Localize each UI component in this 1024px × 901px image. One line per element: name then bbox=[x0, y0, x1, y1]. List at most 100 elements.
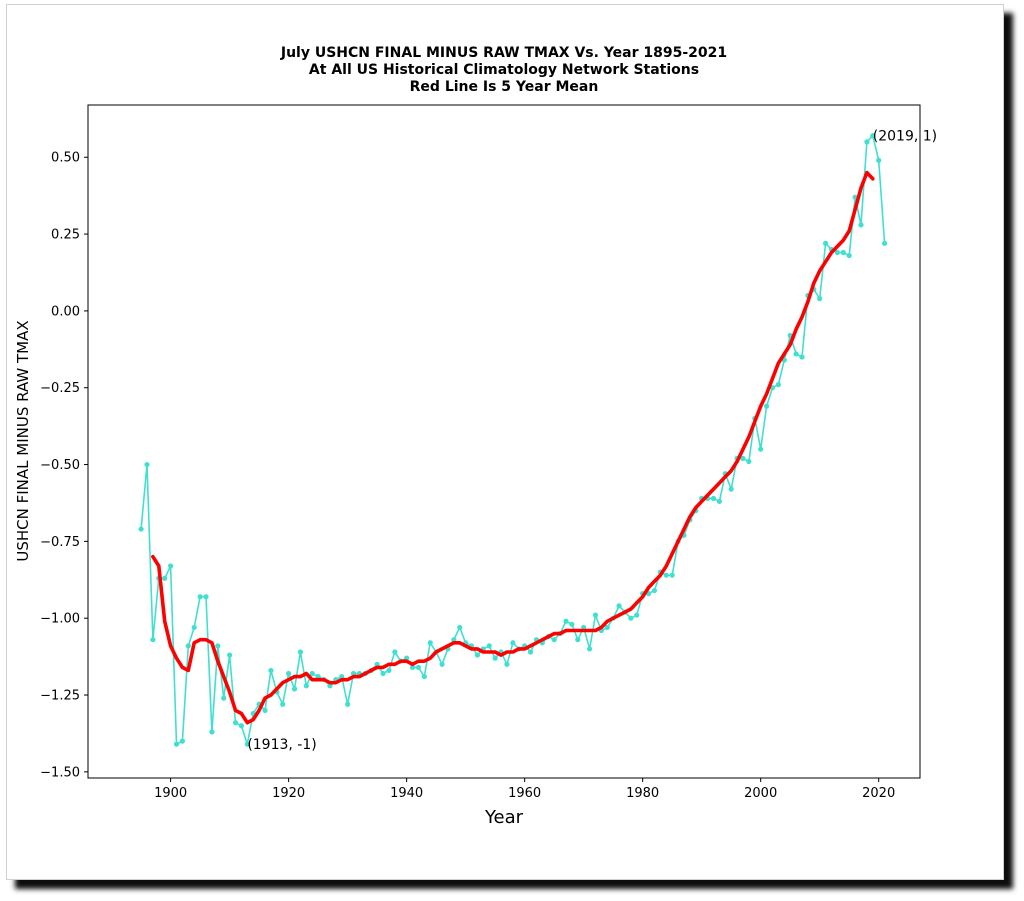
annual-point bbox=[150, 637, 156, 643]
annual-point bbox=[268, 667, 274, 674]
annual-point bbox=[628, 615, 634, 621]
annual-point bbox=[604, 624, 610, 631]
mean-line bbox=[151, 170, 875, 725]
figure-frame bbox=[6, 4, 1004, 880]
chart-title-line-3: Red Line Is 5 Year Mean bbox=[410, 79, 599, 95]
annual-point bbox=[592, 612, 599, 618]
series-5-year-mean bbox=[151, 170, 875, 725]
annual-point bbox=[427, 640, 433, 646]
annual-point bbox=[457, 624, 463, 631]
chart-title-line-1: July USHCN FINAL MINUS RAW TMAX Vs. Year… bbox=[280, 45, 727, 61]
annual-point bbox=[327, 683, 333, 689]
annual-point bbox=[881, 240, 888, 246]
annual-point bbox=[563, 618, 569, 624]
annual-point bbox=[763, 403, 770, 409]
annotation-label: (1913, -1) bbox=[247, 737, 316, 753]
annual-point bbox=[728, 486, 734, 492]
annual-point bbox=[392, 649, 398, 655]
annual-point bbox=[527, 649, 534, 655]
y-tick-label: −1.25 bbox=[40, 689, 80, 704]
x-tick-label: 1960 bbox=[508, 786, 541, 801]
annual-point bbox=[840, 249, 846, 256]
annual-point bbox=[179, 738, 186, 744]
annual-point bbox=[616, 603, 622, 609]
y-axis: 0.50 0.25 0.00 −0.25 −0.50 −0.75 −1.00 −1.25 −1.… bbox=[40, 151, 88, 780]
annual-point bbox=[793, 351, 799, 357]
annual-point bbox=[409, 664, 416, 670]
annual-point bbox=[173, 741, 180, 747]
x-axis-label: Year bbox=[484, 807, 524, 828]
annual-point bbox=[374, 661, 380, 667]
x-axis: 1900 1920 1940 1960 1980 2000 2020 bbox=[154, 778, 895, 801]
x-tick-label: 1940 bbox=[390, 786, 423, 801]
y-tick-label: −0.75 bbox=[40, 535, 80, 550]
annual-point bbox=[168, 563, 174, 569]
y-tick-label: 0.00 bbox=[51, 304, 80, 319]
annual-point bbox=[817, 296, 823, 302]
annual-point bbox=[740, 455, 746, 462]
annual-point bbox=[870, 133, 876, 139]
annual-point bbox=[775, 382, 781, 388]
annual-point bbox=[232, 720, 239, 726]
annotations: (1913, -1) (2019, 1) bbox=[247, 129, 937, 753]
annual-point bbox=[297, 649, 304, 655]
annual-point bbox=[345, 701, 351, 707]
annual-point bbox=[291, 686, 298, 692]
y-tick-label: −0.50 bbox=[40, 458, 80, 473]
y-tick-label: 0.25 bbox=[51, 228, 80, 243]
annual-point bbox=[185, 643, 191, 649]
annual-point bbox=[634, 612, 640, 618]
annual-point bbox=[439, 661, 445, 667]
annual-point bbox=[864, 139, 870, 145]
y-tick-label: −1.00 bbox=[40, 612, 80, 627]
annual-point bbox=[238, 723, 245, 729]
annual-point bbox=[227, 652, 233, 658]
annual-point bbox=[286, 670, 292, 677]
chart-title-line-2: At All US Historical Climatology Network… bbox=[309, 62, 699, 78]
annual-point bbox=[262, 707, 268, 713]
annual-point bbox=[669, 572, 675, 578]
plot-area bbox=[87, 104, 921, 779]
annual-point bbox=[303, 683, 309, 689]
annual-point bbox=[380, 670, 386, 677]
annual-point bbox=[386, 667, 392, 674]
annual-point bbox=[551, 637, 557, 643]
annual-point bbox=[575, 637, 581, 643]
annual-point bbox=[799, 354, 805, 360]
annual-point bbox=[569, 621, 575, 627]
annual-point bbox=[191, 624, 197, 631]
x-tick-label: 1980 bbox=[626, 786, 659, 801]
annual-point bbox=[834, 249, 840, 256]
annual-point bbox=[203, 594, 209, 600]
annual-point bbox=[822, 240, 829, 246]
y-tick-label: 0.50 bbox=[51, 151, 80, 166]
x-tick-label: 1900 bbox=[154, 786, 187, 801]
annual-point bbox=[280, 701, 286, 707]
annual-point bbox=[858, 222, 864, 228]
annual-point bbox=[586, 646, 593, 652]
annual-point bbox=[876, 157, 882, 163]
y-tick-label: −0.25 bbox=[40, 381, 80, 396]
annual-point bbox=[339, 673, 345, 680]
annual-point bbox=[244, 741, 250, 747]
annual-point bbox=[510, 640, 516, 646]
annual-point bbox=[415, 664, 422, 670]
annual-point bbox=[663, 572, 669, 578]
x-tick-label: 2020 bbox=[862, 786, 895, 801]
annual-point bbox=[651, 587, 658, 594]
annual-point bbox=[209, 729, 215, 735]
annual-point bbox=[492, 655, 498, 661]
annual-point bbox=[486, 643, 492, 649]
series-annual bbox=[138, 133, 888, 747]
annual-point bbox=[846, 252, 852, 259]
annual-point bbox=[197, 594, 203, 600]
annual-point bbox=[710, 495, 717, 501]
annual-point bbox=[504, 661, 510, 667]
annual-point bbox=[221, 695, 227, 701]
annual-point bbox=[716, 498, 722, 505]
annual-point bbox=[215, 643, 221, 649]
annual-point bbox=[144, 461, 150, 468]
y-tick-label: −1.50 bbox=[40, 765, 80, 780]
annual-point bbox=[421, 673, 427, 680]
annual-point bbox=[309, 670, 315, 677]
